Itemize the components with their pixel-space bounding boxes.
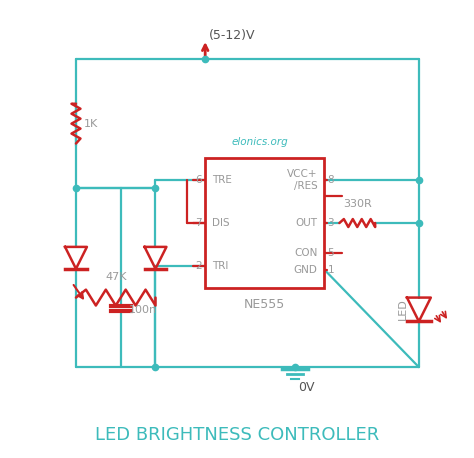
- Text: 2: 2: [196, 261, 202, 271]
- Text: 6: 6: [196, 175, 202, 185]
- Text: 5: 5: [328, 248, 334, 258]
- Text: elonics.org: elonics.org: [231, 136, 288, 147]
- Text: 330R: 330R: [343, 199, 372, 209]
- Text: CON: CON: [294, 248, 318, 258]
- Text: 3: 3: [328, 218, 334, 228]
- Text: VCC+: VCC+: [287, 169, 318, 180]
- Text: NE555: NE555: [244, 298, 285, 311]
- Text: GND: GND: [293, 265, 318, 275]
- Text: TRE: TRE: [212, 175, 232, 185]
- Text: 8: 8: [328, 175, 334, 185]
- Text: LED BRIGHTNESS CONTROLLER: LED BRIGHTNESS CONTROLLER: [95, 426, 379, 444]
- Text: DIS: DIS: [212, 218, 230, 228]
- Text: LED: LED: [398, 299, 408, 321]
- Text: OUT: OUT: [295, 218, 318, 228]
- Text: 47K: 47K: [105, 272, 127, 282]
- Text: TRI: TRI: [212, 261, 228, 271]
- Text: 100n: 100n: [128, 305, 157, 315]
- Text: /RES: /RES: [294, 181, 318, 191]
- Text: 1K: 1K: [84, 119, 98, 129]
- Text: 1: 1: [328, 265, 334, 275]
- Bar: [205, 158, 325, 288]
- Text: 7: 7: [196, 218, 202, 228]
- Text: (5-12)V: (5-12)V: [209, 29, 255, 42]
- Text: 0V: 0V: [299, 381, 315, 393]
